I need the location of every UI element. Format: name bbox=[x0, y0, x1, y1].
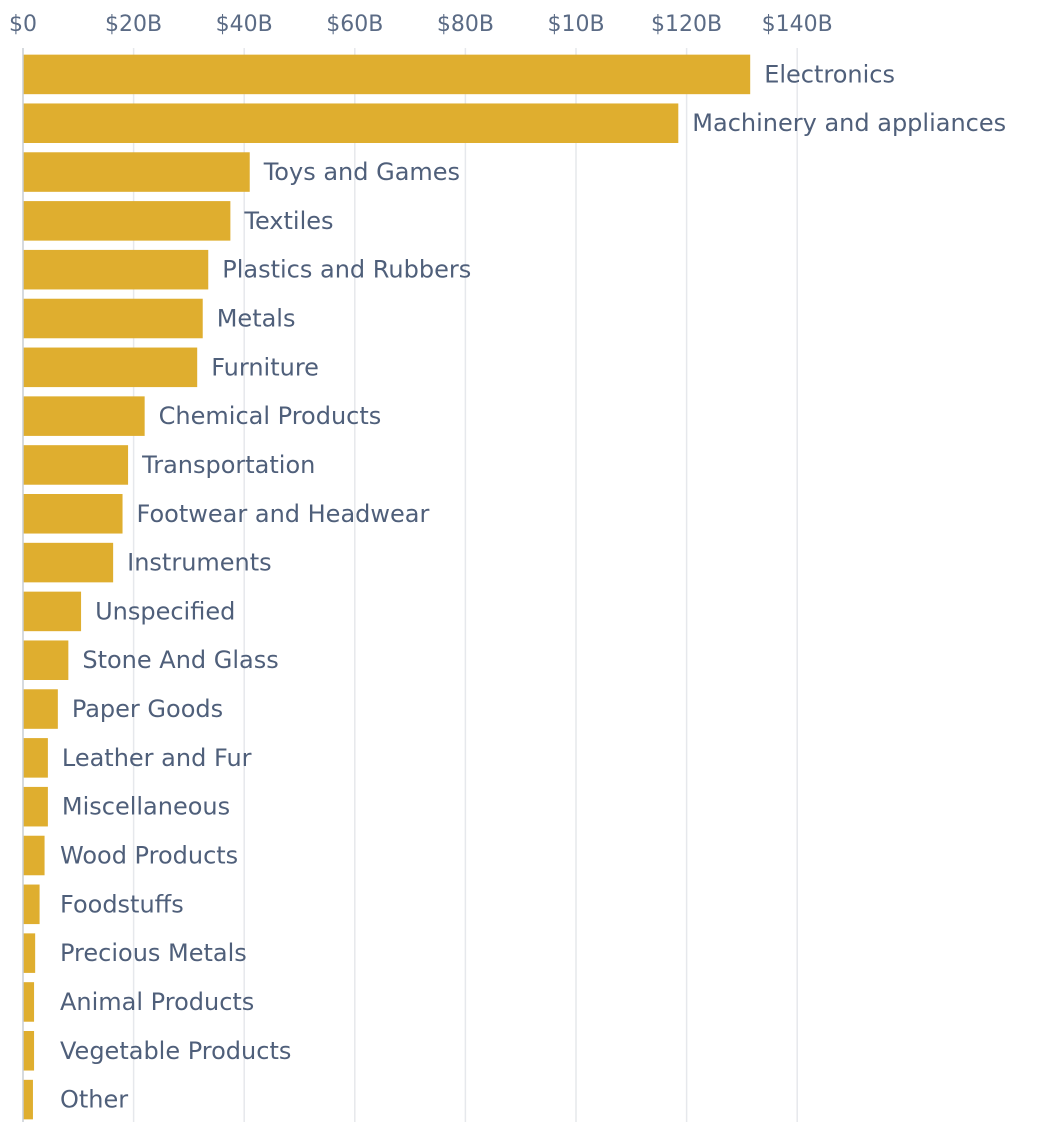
bar-label: Footwear and Headwear bbox=[137, 500, 430, 528]
bar bbox=[23, 1031, 35, 1071]
bar-label: Animal Products bbox=[60, 988, 254, 1016]
bar-label: Textiles bbox=[243, 207, 333, 235]
bar-label: Unspecified bbox=[95, 597, 235, 625]
x-tick-label: $60B bbox=[326, 12, 383, 37]
bar bbox=[23, 591, 82, 632]
bar-label: Furniture bbox=[211, 353, 319, 381]
bar bbox=[23, 542, 114, 583]
bar bbox=[23, 1079, 33, 1120]
bar-label: Machinery and appliances bbox=[692, 109, 1006, 137]
bar-label: Plastics and Rubbers bbox=[222, 256, 471, 284]
x-axis-ticks: $0 $20B $40B $60B $80B $10B $120B $140B bbox=[9, 12, 833, 37]
bar bbox=[23, 347, 198, 388]
x-tick-label: $40B bbox=[216, 12, 273, 37]
bar bbox=[23, 54, 751, 95]
bar bbox=[23, 933, 36, 973]
bar bbox=[23, 835, 45, 876]
x-tick-label: $20B bbox=[105, 12, 162, 37]
bar bbox=[23, 103, 679, 143]
bar bbox=[23, 445, 129, 485]
bar-label: Instruments bbox=[127, 549, 272, 577]
x-tick-label: $120B bbox=[651, 12, 722, 37]
bar-label: Transportation bbox=[141, 451, 315, 479]
bar-label: Leather and Fur bbox=[62, 744, 252, 772]
bars bbox=[23, 54, 751, 1120]
x-tick-label: $140B bbox=[762, 12, 833, 37]
bar bbox=[23, 494, 123, 534]
bar bbox=[23, 640, 69, 680]
bar bbox=[23, 201, 231, 241]
bar bbox=[23, 884, 40, 925]
bar-label: Wood Products bbox=[60, 842, 238, 870]
bar bbox=[23, 786, 48, 827]
bar-labels: Electronics Machinery and appliances Toys … bbox=[60, 60, 1006, 1113]
bar bbox=[23, 396, 145, 436]
bar-label: Foodstuffs bbox=[60, 890, 184, 918]
bar bbox=[23, 982, 35, 1022]
bar-label: Toys and Games bbox=[263, 158, 460, 186]
bar bbox=[23, 298, 203, 339]
bar-label: Vegetable Products bbox=[60, 1037, 291, 1065]
bar-label: Other bbox=[60, 1086, 128, 1114]
bar-label: Precious Metals bbox=[60, 939, 247, 967]
bar-label: Chemical Products bbox=[159, 402, 382, 430]
bar bbox=[23, 249, 209, 290]
bar bbox=[23, 152, 250, 192]
x-tick-label: $10B bbox=[547, 12, 604, 37]
bar bbox=[23, 689, 58, 729]
bar-label: Paper Goods bbox=[72, 695, 223, 723]
x-tick-label: $0 bbox=[9, 12, 37, 37]
bar bbox=[23, 738, 48, 778]
bar-label: Electronics bbox=[764, 60, 895, 88]
gridlines bbox=[132, 48, 798, 1122]
x-tick-label: $80B bbox=[437, 12, 494, 37]
bar-label: Stone And Glass bbox=[82, 646, 278, 674]
bar-label: Miscellaneous bbox=[62, 793, 230, 821]
bar-label: Metals bbox=[217, 305, 296, 333]
